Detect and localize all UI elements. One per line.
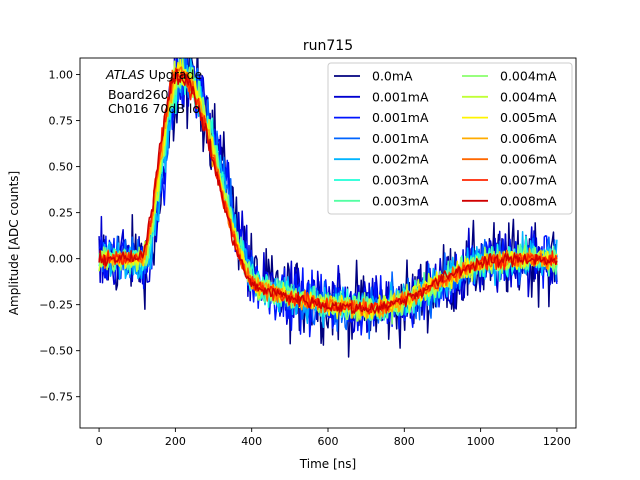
legend: 0.0mA 0.001mA 0.001mA 0.001mA 0.002mA 0.003mA… [327,62,573,215]
series-line [98,68,558,315]
legend-label: 0.0mA [372,69,413,84]
upgrade-label: Upgrade [145,67,203,82]
legend-label: 0.006mA [500,131,557,146]
y-tick-label: 0.25 [49,207,74,220]
board-label: Board260 [108,87,169,102]
legend-label: 0.001mA [372,110,429,125]
y-axis-label: Amplitude [ADC counts] [7,171,21,315]
x-tick-label: 1000 [467,435,495,448]
legend-label: 0.004mA [500,69,557,84]
legend-label: 0.004mA [500,89,557,104]
atlas-annotation: ATLAS Upgrade Board260 Ch016 70dB lo [105,67,202,116]
x-tick-label: 200 [165,435,186,448]
y-tick-label: 0.50 [49,161,74,174]
channel-label: Ch016 70dB lo [108,101,200,116]
legend-label: 0.003mA [372,173,429,188]
legend-label: 0.002mA [372,152,429,167]
y-tick-label: 0.75 [49,115,74,128]
trace-group [98,58,558,358]
legend-label: 0.006mA [500,152,557,167]
legend-frame [327,62,573,215]
legend-label: 0.005mA [500,110,557,125]
chart-title: run715 [303,38,353,54]
y-tick-label: 0.00 [49,253,74,266]
x-tick-label: 0 [96,435,103,448]
y-tick-label: −0.50 [39,345,73,358]
legend-label: 0.008mA [500,193,557,208]
legend-label: 0.001mA [372,89,429,104]
legend-label: 0.007mA [500,173,557,188]
legend-label: 0.001mA [372,131,429,146]
x-axis-label: Time [ns] [299,457,356,471]
x-tick-label: 1200 [543,435,571,448]
x-axis: 0 200 400 600 800 1000 1200 [96,428,571,448]
svg-text:ATLAS Upgrade: ATLAS Upgrade [105,67,202,82]
x-tick-label: 400 [241,435,262,448]
x-tick-label: 600 [318,435,339,448]
legend-label: 0.003mA [372,193,429,208]
y-tick-label: −0.75 [39,391,73,404]
y-tick-label: 1.00 [49,69,74,82]
atlas-label: ATLAS [105,67,145,82]
y-axis: −0.75 −0.50 −0.25 0.00 0.25 0.50 0.75 1.00 [39,69,80,404]
x-tick-label: 800 [394,435,415,448]
y-tick-label: −0.25 [39,299,73,312]
